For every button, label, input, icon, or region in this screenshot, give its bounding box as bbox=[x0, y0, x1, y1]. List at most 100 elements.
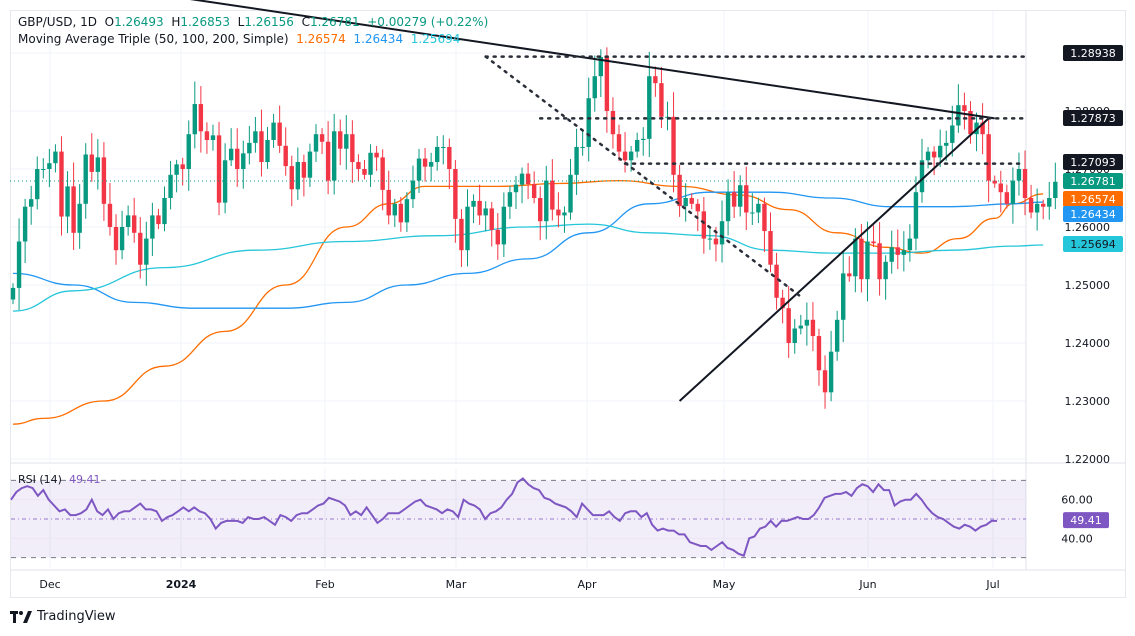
candle-body bbox=[1034, 203, 1040, 213]
candle-body bbox=[750, 212, 755, 214]
candle bbox=[525, 163, 531, 199]
candle-body bbox=[871, 241, 876, 244]
candle-body bbox=[180, 164, 185, 169]
candle bbox=[756, 197, 761, 224]
candle bbox=[10, 283, 16, 305]
candle bbox=[1016, 152, 1022, 196]
candle bbox=[71, 162, 76, 250]
candle bbox=[944, 130, 949, 161]
close-label: C bbox=[301, 15, 310, 29]
candle-body bbox=[447, 146, 452, 169]
candle bbox=[101, 142, 107, 221]
ma-50-line bbox=[12, 179, 1044, 425]
candle-body bbox=[628, 151, 634, 161]
candle-body bbox=[847, 273, 852, 277]
candle-body bbox=[1028, 198, 1034, 213]
candle bbox=[204, 122, 210, 154]
symbol-title: GBP/USD, 1D bbox=[18, 15, 97, 29]
candle-body bbox=[235, 148, 240, 169]
candle bbox=[447, 138, 452, 190]
candle-body bbox=[822, 370, 828, 393]
price-tags: 1.28938 1.27873 1.27093 1.26781 1.26574 1.264… bbox=[1063, 45, 1123, 529]
candle bbox=[665, 101, 670, 131]
candle-body bbox=[513, 184, 519, 193]
candle bbox=[441, 135, 446, 165]
candle bbox=[350, 120, 355, 184]
candle bbox=[150, 202, 155, 256]
candle-body bbox=[792, 328, 797, 343]
candle-body bbox=[883, 261, 888, 280]
candle bbox=[392, 198, 397, 227]
candle bbox=[356, 154, 361, 182]
candle-body bbox=[156, 215, 161, 225]
candle-body bbox=[222, 160, 228, 203]
candle bbox=[1004, 184, 1010, 209]
candle-body bbox=[416, 158, 422, 181]
time-axis[interactable]: Dec 2024 Feb Mar Apr May Jun Jul bbox=[39, 578, 999, 591]
candle bbox=[562, 206, 567, 233]
candle bbox=[77, 184, 82, 249]
low-value: 1.26156 bbox=[244, 15, 294, 29]
candle-body bbox=[962, 105, 967, 111]
price-tag-label: 1.28938 bbox=[1070, 47, 1116, 60]
candle bbox=[235, 128, 240, 187]
candle-body bbox=[859, 238, 864, 280]
candles bbox=[10, 47, 1058, 409]
price-tag: 1.26574 bbox=[1063, 191, 1123, 207]
candle bbox=[168, 160, 173, 210]
candle-body bbox=[501, 206, 507, 245]
candle-body bbox=[422, 158, 428, 167]
candle bbox=[707, 227, 713, 250]
price-tag-label: 1.27093 bbox=[1070, 156, 1116, 169]
candle bbox=[616, 124, 622, 161]
candle bbox=[138, 217, 143, 279]
candle bbox=[738, 175, 743, 217]
price-tag-bg bbox=[1063, 206, 1123, 222]
candle bbox=[671, 92, 676, 193]
candle-body bbox=[216, 135, 222, 203]
symbol-legend: GBP/USD, 1D O1.26493 H1.26853 L1.26156 C… bbox=[18, 15, 488, 29]
candle-body bbox=[162, 198, 167, 225]
candle bbox=[453, 160, 458, 243]
candle-body bbox=[95, 157, 101, 172]
candle-body bbox=[174, 164, 179, 175]
candle bbox=[895, 229, 900, 270]
candle-body bbox=[913, 192, 919, 239]
candle-body bbox=[28, 199, 34, 207]
candle bbox=[283, 127, 288, 176]
rsi-line bbox=[10, 477, 997, 558]
candle-body bbox=[586, 98, 591, 147]
time-tick-label: May bbox=[713, 578, 736, 591]
candle bbox=[962, 92, 967, 130]
candle-body bbox=[192, 104, 197, 135]
descending-trendline bbox=[189, 0, 995, 120]
candle bbox=[313, 124, 319, 162]
candle-body bbox=[598, 57, 604, 77]
ma-200-line bbox=[12, 223, 1044, 312]
candle bbox=[265, 126, 270, 169]
candle bbox=[622, 132, 628, 173]
candle bbox=[634, 132, 640, 158]
rsi-title: RSI (14) bbox=[18, 473, 62, 486]
candle-body bbox=[441, 146, 446, 148]
candle bbox=[762, 197, 767, 252]
candle bbox=[210, 124, 216, 151]
time-tick-label: Apr bbox=[577, 578, 597, 591]
candle bbox=[477, 184, 482, 225]
candle-body bbox=[283, 145, 288, 167]
candle bbox=[59, 136, 64, 236]
candle-body bbox=[101, 157, 107, 204]
candle-body bbox=[604, 57, 610, 111]
candle-body bbox=[253, 131, 258, 143]
candle-body bbox=[816, 336, 822, 371]
candle-body bbox=[144, 238, 149, 265]
candle-body bbox=[1053, 181, 1058, 198]
candle bbox=[83, 143, 88, 219]
candle bbox=[489, 202, 494, 247]
time-tick-label: Jul bbox=[985, 578, 999, 591]
candle bbox=[695, 199, 700, 232]
tradingview-logo[interactable]: TradingView bbox=[10, 609, 116, 624]
candle-body bbox=[568, 174, 573, 213]
candle-body bbox=[1022, 169, 1028, 198]
